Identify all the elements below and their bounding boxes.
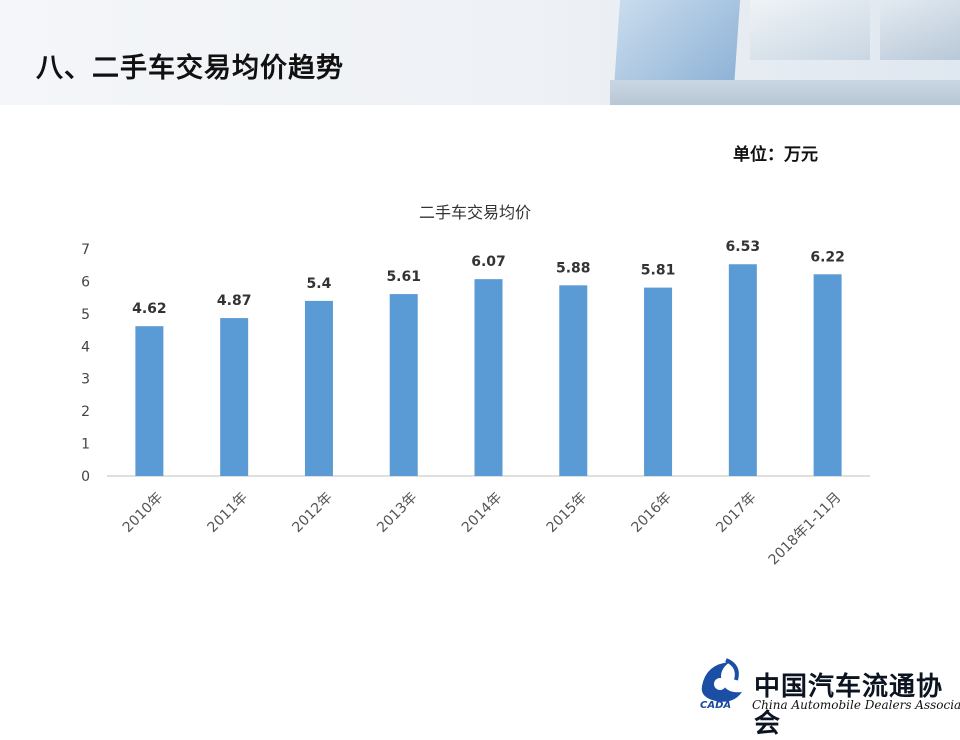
page-title: 八、二手车交易均价趋势: [36, 53, 344, 84]
logo-english-name: China Automobile Dealers Association: [752, 698, 960, 712]
data-label: 6.53: [726, 239, 761, 255]
bar-2010年: [135, 326, 164, 476]
bar-2016年: [644, 287, 673, 476]
slide-header: 八、二手车交易均价趋势: [0, 0, 960, 105]
data-label: 6.22: [810, 249, 845, 265]
bar-2012年: [304, 300, 333, 476]
unit-label: 单位：万元: [733, 145, 818, 165]
x-tick-label: 2011年: [205, 490, 251, 536]
header-decoration: [610, 0, 960, 105]
data-label: 5.81: [641, 263, 676, 279]
association-logo: CADA 中国汽车流通协会 China Automobile Dealers A…: [696, 656, 960, 739]
data-label: 5.61: [386, 269, 421, 285]
bar-2015年: [559, 285, 588, 476]
y-tick-label: 1: [81, 437, 90, 453]
y-tick-label: 6: [81, 274, 90, 290]
y-tick-label: 3: [81, 372, 90, 388]
bar-chart: 二手车交易均价 0 1 2 3 4 5 6 7 4.62 4.87 5.4 5.61 6.07 5.88…: [81, 203, 870, 569]
chart-title: 二手车交易均价: [419, 203, 531, 222]
x-tick-label: 2016年: [628, 490, 674, 536]
y-tick-label: 0: [81, 469, 90, 485]
y-tick-label: 4: [81, 339, 90, 355]
y-tick-label: 7: [81, 242, 90, 258]
x-tick-label: 2013年: [374, 490, 420, 536]
bar-2014年: [474, 279, 503, 476]
x-tick-label: 2012年: [289, 490, 335, 536]
data-label: 5.88: [556, 260, 591, 276]
bar-2017年: [728, 264, 757, 476]
data-label: 4.87: [217, 293, 252, 309]
x-tick-label: 2010年: [120, 490, 166, 536]
bar-2011年: [220, 318, 249, 476]
y-tick-label: 2: [81, 404, 90, 420]
data-label: 4.62: [132, 301, 167, 317]
x-tick-label: 2014年: [459, 490, 505, 536]
bar-2013年: [389, 294, 418, 476]
logo-abbreviation: CADA: [700, 700, 732, 711]
data-label: 5.4: [307, 276, 332, 292]
cada-emblem-icon: [701, 658, 742, 702]
data-label: 6.07: [471, 254, 506, 270]
bar-2018年1-11月: [813, 274, 842, 476]
x-tick-label: 2018年1-11月: [766, 490, 845, 569]
x-tick-label: 2017年: [713, 490, 759, 536]
x-tick-label: 2015年: [544, 490, 590, 536]
y-tick-label: 5: [81, 307, 90, 323]
